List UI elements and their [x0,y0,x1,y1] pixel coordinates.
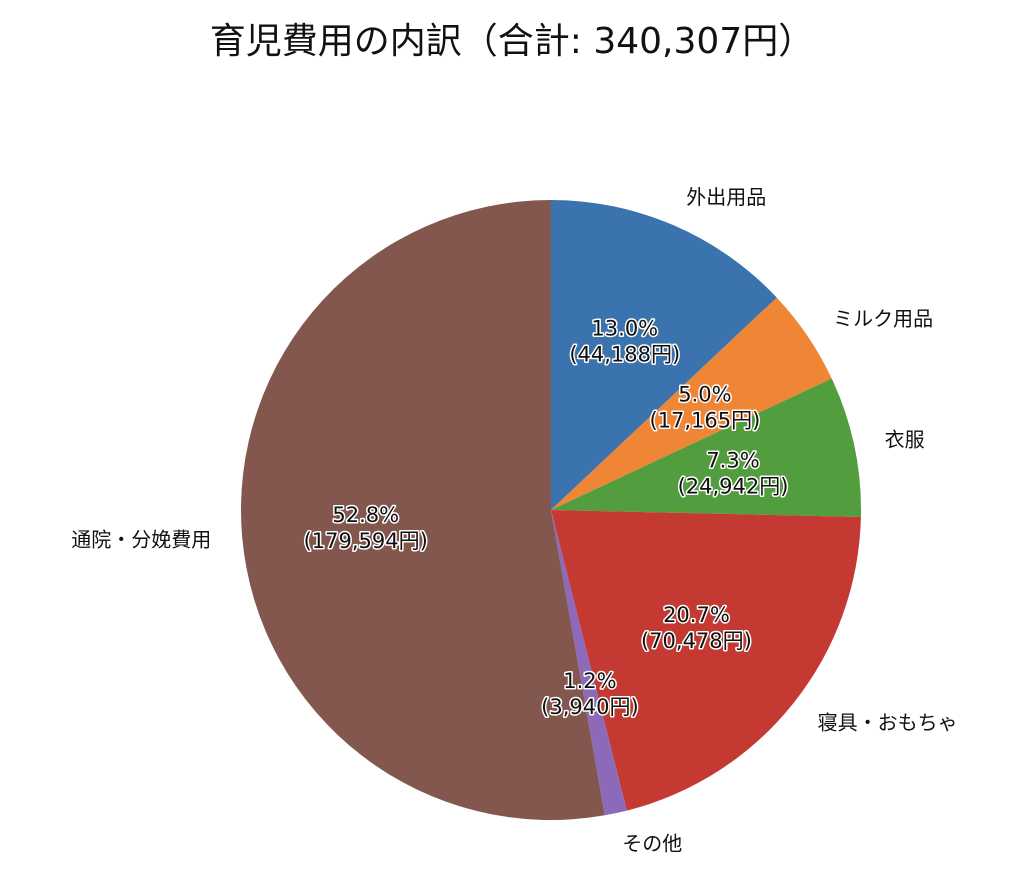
slice-percent-label-3: 20.7% [663,603,730,627]
slice-category-label-1: ミルク用品 [833,306,933,330]
slice-category-label-2: 衣服 [885,428,925,452]
slice-category-label-4: その他 [622,831,682,855]
slice-value-label-5: (179,594円) [304,529,428,553]
slice-value-label-0: (44,188円) [569,342,680,366]
slice-percent-label-0: 13.0% [591,316,658,340]
slice-value-label-4: (3,940円) [541,695,639,719]
slice-category-label-5: 通院・分娩費用 [71,528,211,552]
pie-slice-0 [551,200,777,510]
slice-value-label-2: (24,942円) [678,475,789,499]
pie-slices [240,199,861,821]
pie-slice-4 [551,510,627,816]
slice-value-label-1: (17,165円) [649,409,760,433]
pie-slice-2 [551,378,861,517]
slice-category-label-3: 寝具・おもちゃ [818,711,958,735]
slice-percent-label-2: 7.3% [706,449,759,473]
slice-percent-label-1: 5.0% [678,383,731,407]
slice-value-label-3: (70,478円) [641,629,752,653]
pie-slice-3 [551,510,861,811]
slice-percent-label-4: 1.2% [563,669,616,693]
pie-labels: 13.0%(44,188円) 外出用品 5.0%(17,165円) ミルク用品 7.3%… [71,185,957,855]
slice-percent-label-5: 52.8% [332,503,399,527]
slice-category-label-0: 外出用品 [686,185,766,209]
pie-slice-5 [240,199,605,821]
chart-title: 育児費用の内訳（合計: 340,307円） [209,21,815,62]
pie-slice-1 [551,297,832,510]
